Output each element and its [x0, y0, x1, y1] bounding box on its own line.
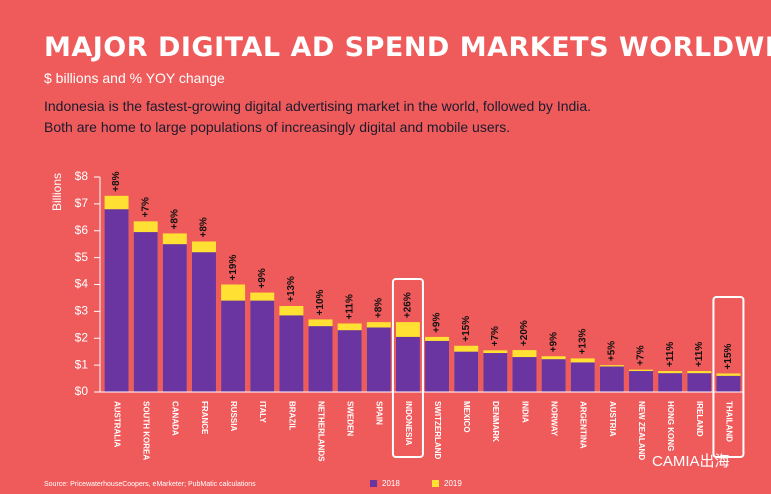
y-tick-label: $7 — [75, 196, 89, 210]
y-tick-label: $6 — [75, 223, 89, 237]
growth-label: +15% — [723, 343, 734, 369]
x-tick-label: SPAIN — [375, 401, 384, 425]
bar — [133, 232, 158, 392]
x-tick-label: NORWAY — [550, 401, 559, 437]
watermark: CAMIA出海 — [652, 453, 730, 470]
growth-label: +11% — [694, 342, 705, 367]
x-tick-label: SWEDEN — [346, 401, 355, 436]
bar — [191, 252, 216, 392]
bar — [395, 336, 420, 392]
y-tick-label: $4 — [75, 277, 89, 291]
bar — [599, 366, 624, 392]
growth-label: +26% — [403, 292, 414, 318]
x-tick-label: BRAZIL — [287, 401, 296, 430]
bar — [162, 244, 187, 392]
bar — [541, 359, 566, 392]
growth-label: +7% — [490, 326, 501, 346]
x-tick-label: MEXICO — [462, 401, 471, 433]
x-tick-label: RUSSIA — [229, 401, 238, 431]
bar — [425, 340, 450, 392]
growth-label: +8% — [199, 217, 210, 237]
legend-label: 2019 — [444, 479, 462, 488]
legend-label: 2018 — [382, 479, 400, 488]
growth-label: +11% — [665, 342, 676, 367]
highlight-box — [391, 278, 424, 458]
description: Both are home to large populations of in… — [44, 119, 510, 135]
growth-label: +8% — [169, 209, 180, 229]
y-tick-label: $5 — [75, 250, 89, 264]
x-tick-label: IRELAND — [695, 401, 704, 437]
bar — [337, 330, 362, 392]
growth-label: +5% — [607, 341, 618, 361]
source: Source: PricewaterhouseCoopers, eMarkete… — [44, 481, 256, 488]
y-tick-label: $3 — [75, 304, 89, 318]
legend-swatch — [370, 480, 377, 487]
growth-label: +9% — [432, 313, 443, 333]
bar — [716, 375, 741, 392]
bar — [483, 353, 508, 392]
highlight-box — [712, 296, 745, 458]
x-tick-label: ARGENTINA — [579, 401, 588, 449]
bar — [308, 326, 333, 392]
x-tick-label: FRANCE — [200, 401, 209, 435]
x-tick-label: NETHERLANDS — [316, 401, 325, 462]
y-tick-label: $2 — [75, 330, 89, 344]
bar — [687, 373, 712, 392]
x-tick-label: ITALY — [258, 401, 267, 423]
growth-label: +7% — [140, 197, 151, 217]
x-tick-label: THAILAND — [724, 401, 733, 442]
x-tick-label: AUSTRIA — [608, 401, 617, 437]
growth-label: +8% — [111, 171, 122, 191]
bar — [629, 371, 654, 392]
growth-label: +20% — [519, 320, 530, 346]
y-tick-label: $0 — [75, 384, 89, 398]
growth-label: +8% — [373, 298, 384, 318]
description: Indonesia is the fastest-growing digital… — [44, 98, 591, 114]
bar — [366, 327, 391, 392]
growth-label: +11% — [344, 294, 355, 319]
chart-subtitle: $ billions and % YOY change — [44, 70, 225, 86]
growth-label: +19% — [228, 255, 239, 281]
bar — [570, 362, 595, 392]
growth-label: +7% — [636, 345, 647, 365]
bar — [658, 373, 683, 392]
x-tick-label: DENMARK — [491, 401, 500, 442]
growth-label: +9% — [548, 332, 559, 352]
growth-label: +13% — [286, 276, 297, 302]
growth-label: +9% — [257, 268, 268, 288]
bar — [221, 300, 246, 392]
x-tick-label: HONG KONG — [666, 401, 675, 451]
bar — [279, 315, 304, 392]
x-tick-label: NEW ZEALAND — [637, 401, 646, 460]
x-tick-label: SWITZERLAND — [433, 401, 442, 459]
x-tick-label: INDIA — [520, 401, 529, 423]
bar — [454, 351, 479, 392]
x-tick-label: CANADA — [171, 401, 180, 436]
y-axis-label: Billions — [50, 173, 64, 211]
x-tick-label: SOUTH KOREA — [142, 401, 151, 460]
y-tick-label: $8 — [75, 169, 89, 183]
bar — [250, 300, 275, 392]
x-tick-label: INDONESIA — [404, 401, 413, 446]
bar — [104, 209, 129, 392]
x-tick-label: AUSTRALIA — [112, 401, 121, 447]
y-tick-label: $1 — [75, 357, 89, 371]
growth-label: +13% — [577, 328, 588, 354]
chart-title: MAJOR DIGITAL AD SPEND MARKETS WORLDWIDE — [44, 32, 771, 63]
growth-label: +15% — [461, 316, 472, 342]
growth-label: +10% — [315, 289, 326, 315]
bar — [512, 357, 537, 392]
legend-swatch — [432, 480, 439, 487]
